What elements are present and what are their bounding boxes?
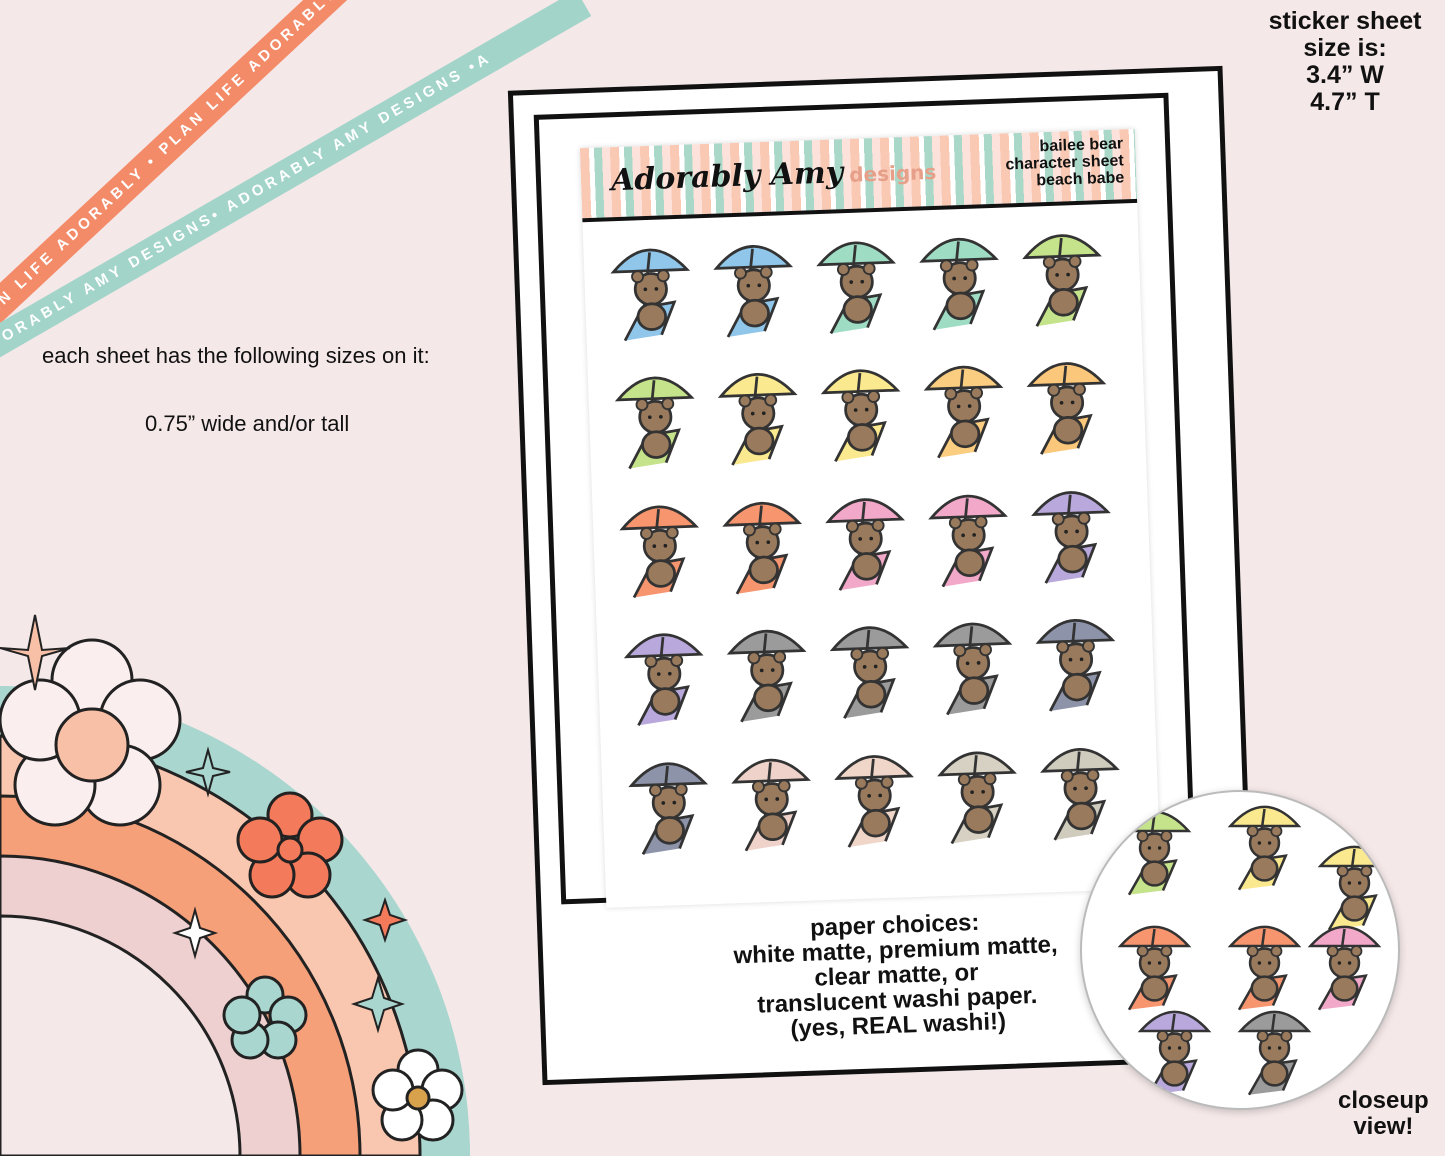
closeup-sticker — [1222, 792, 1307, 894]
bear-umbrella-sticker — [614, 376, 695, 470]
white-flower-icon — [371, 1048, 464, 1142]
sizes-heading: each sheet has the following sizes on it… — [42, 343, 430, 368]
size-line: 4.7” T — [1310, 88, 1380, 116]
sticker — [719, 613, 826, 727]
sticker — [822, 610, 929, 724]
sticker — [1015, 218, 1122, 332]
sticker — [603, 232, 710, 346]
sticker-sheet-mockup: Adorably Amy designs bailee bear characte… — [507, 65, 1258, 1086]
closeup-sticker — [1232, 997, 1317, 1099]
sticker — [925, 606, 1032, 720]
smiley-flower-icon — [0, 638, 182, 827]
bear-umbrella-sticker — [1031, 490, 1111, 584]
closeup-sticker — [1132, 997, 1217, 1099]
sticker — [809, 225, 916, 339]
sticker — [607, 360, 714, 474]
closeup-sticker — [1312, 832, 1397, 934]
sparkle-icon — [350, 974, 406, 1034]
bear-umbrella-sticker — [726, 629, 807, 723]
adorably-amy-designs-ribbon: ADORABLY AMY DESIGNS• ADORABLY AMY DESIG… — [0, 0, 592, 366]
bear-umbrella-sticker — [1117, 810, 1192, 896]
closeup-sticker — [1302, 912, 1387, 1014]
closeup-label-line: view! — [1353, 1113, 1414, 1140]
bear-umbrella-sticker — [623, 633, 704, 727]
sticker — [724, 742, 831, 856]
sticker-grid — [582, 203, 1159, 874]
bear-umbrella-sticker — [717, 373, 798, 466]
sticker — [818, 481, 925, 595]
bear-umbrella-sticker — [932, 622, 1013, 716]
bear-umbrella-sticker — [1117, 925, 1192, 1011]
sparkle-icon — [0, 614, 71, 691]
closeup-sticker — [1222, 912, 1307, 1014]
sparkle-icon — [361, 896, 409, 944]
sheet-size-info: sticker sheet size is: 3.4” W 4.7” T — [1265, 8, 1425, 116]
bear-umbrella-sticker — [1137, 1010, 1212, 1096]
bear-umbrella-sticker — [610, 248, 691, 342]
bear-umbrella-sticker — [619, 505, 700, 598]
logo-text: Adorably Amy — [610, 155, 844, 199]
bear-umbrella-sticker — [1317, 845, 1392, 931]
sticker-paper: Adorably Amy designs bailee bear characte… — [579, 128, 1162, 908]
sticker — [930, 734, 1037, 848]
bear-umbrella-sticker — [722, 501, 803, 595]
bear-umbrella-sticker — [1035, 619, 1116, 712]
size-line: sticker sheet — [1268, 7, 1422, 35]
bear-umbrella-sticker — [731, 758, 811, 851]
sticker — [612, 489, 719, 603]
bear-umbrella-sticker — [919, 237, 999, 331]
sizes-value: 0.75” wide and/or tall — [145, 411, 350, 436]
sticker — [616, 617, 723, 731]
sticker — [715, 485, 822, 599]
closeup-sticker — [1112, 797, 1197, 899]
bear-umbrella-sticker — [928, 494, 1008, 588]
bear-umbrella-sticker — [1040, 747, 1120, 841]
bear-umbrella-sticker — [923, 366, 1004, 459]
sticker — [1033, 731, 1140, 845]
bear-umbrella-sticker — [820, 369, 901, 463]
sticker — [916, 349, 1023, 463]
bear-umbrella-sticker — [1307, 925, 1382, 1011]
bear-umbrella-sticker — [937, 751, 1017, 844]
sparkle-icon — [171, 906, 219, 960]
rainbow-center — [0, 914, 242, 1156]
sticker — [912, 221, 1019, 335]
bear-umbrella-sticker — [1227, 925, 1302, 1011]
closeup-label: closeup view! — [1338, 1088, 1429, 1140]
bear-umbrella-sticker — [834, 754, 914, 848]
sheet-title: bailee bear character sheet beach babe — [1005, 135, 1124, 190]
closeup-label-line: closeup — [1338, 1087, 1429, 1114]
logo-suffix: designs — [848, 159, 937, 187]
closeup-magnifier — [1080, 790, 1400, 1110]
bear-umbrella-sticker — [628, 761, 709, 855]
bear-umbrella-sticker — [1026, 362, 1107, 456]
sticker — [621, 745, 728, 859]
bear-umbrella-sticker — [713, 245, 794, 338]
sticker — [827, 738, 934, 852]
sticker — [1024, 474, 1131, 588]
sticker — [813, 353, 920, 467]
sticker — [1019, 346, 1126, 460]
closeup-sticker — [1112, 912, 1197, 1014]
sheet-inner-frame: Adorably Amy designs bailee bear characte… — [533, 92, 1196, 908]
bear-umbrella-sticker — [1022, 234, 1102, 327]
size-line: 3.4” W — [1306, 61, 1384, 89]
rainbow-decoration — [0, 614, 470, 1156]
coral-flower-icon — [236, 791, 344, 899]
bear-umbrella-sticker — [829, 626, 910, 720]
brand-logo: Adorably Amy designs — [610, 152, 936, 198]
mint-flower-icon — [222, 975, 308, 1060]
sticker — [921, 478, 1028, 592]
bear-umbrella-sticker — [1227, 805, 1302, 891]
sticker — [710, 357, 817, 471]
sticker — [706, 228, 813, 342]
sparkle-icon — [185, 746, 231, 798]
sticker — [1028, 603, 1135, 717]
bear-umbrella-sticker — [816, 241, 896, 335]
size-line: size is: — [1303, 34, 1387, 62]
bear-umbrella-sticker — [1237, 1010, 1312, 1096]
bear-umbrella-sticker — [825, 498, 905, 591]
